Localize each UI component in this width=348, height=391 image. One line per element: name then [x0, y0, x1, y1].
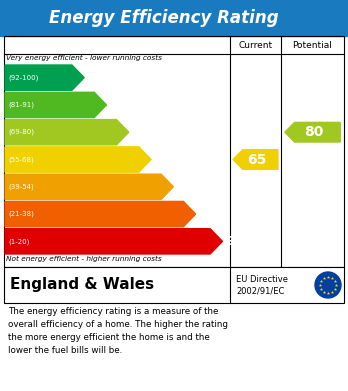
Text: Current: Current [238, 41, 272, 50]
Text: G: G [223, 235, 234, 248]
Polygon shape [5, 147, 151, 172]
Text: (81-91): (81-91) [8, 102, 34, 108]
Polygon shape [5, 201, 196, 227]
Text: E: E [174, 180, 183, 193]
Bar [0, 0, 348, 36]
Text: The energy efficiency rating is a measure of the
overall efficiency of a home. T: The energy efficiency rating is a measur… [8, 307, 228, 355]
Polygon shape [5, 65, 84, 90]
Text: Not energy efficient - higher running costs: Not energy efficient - higher running co… [6, 256, 162, 262]
Text: 80: 80 [304, 125, 324, 139]
Text: (39-54): (39-54) [8, 183, 34, 190]
Text: England & Wales: England & Wales [10, 278, 154, 292]
Polygon shape [5, 174, 173, 199]
Polygon shape [233, 150, 278, 169]
Text: F: F [197, 208, 205, 221]
Bar [4, 267, 344, 303]
Text: Potential: Potential [293, 41, 332, 50]
Text: Very energy efficient - lower running costs: Very energy efficient - lower running co… [6, 55, 162, 61]
Polygon shape [5, 229, 222, 254]
Circle shape [315, 272, 341, 298]
Text: (69-80): (69-80) [8, 129, 34, 135]
Text: Energy Efficiency Rating: Energy Efficiency Rating [49, 9, 278, 27]
Text: (1-20): (1-20) [8, 238, 29, 245]
Bar [4, 36, 344, 267]
Text: (21-38): (21-38) [8, 211, 34, 217]
Text: B: B [108, 99, 117, 111]
Text: (92-100): (92-100) [8, 74, 38, 81]
Text: A: A [85, 71, 95, 84]
Polygon shape [5, 92, 106, 118]
Text: D: D [152, 153, 162, 166]
Text: C: C [130, 126, 139, 139]
Polygon shape [5, 120, 129, 145]
Text: 65: 65 [247, 152, 267, 167]
Polygon shape [285, 122, 340, 142]
Text: (55-68): (55-68) [8, 156, 34, 163]
Text: EU Directive
2002/91/EC: EU Directive 2002/91/EC [236, 274, 288, 295]
